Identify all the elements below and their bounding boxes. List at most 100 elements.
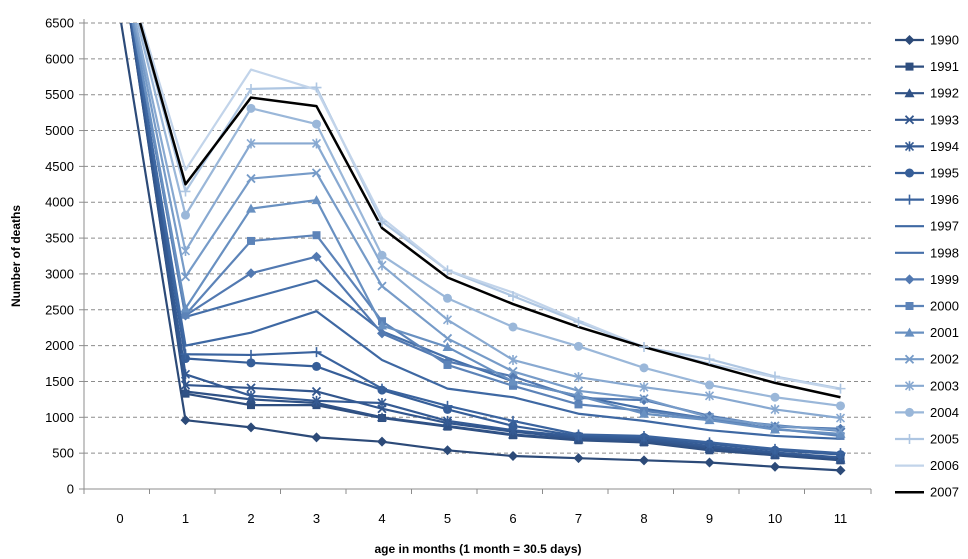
data-point [246, 138, 256, 149]
data-point [904, 380, 915, 391]
legend-item-2001: 2001 [895, 325, 959, 340]
data-point [377, 281, 387, 291]
data-point [311, 347, 322, 358]
x-tick-label: 7 [575, 511, 582, 526]
data-point [835, 448, 846, 459]
data-point [442, 265, 453, 276]
data-point [574, 341, 583, 351]
y-tick-label: 6000 [45, 51, 74, 66]
data-point [311, 138, 322, 149]
series-line-2004 [136, 23, 841, 407]
data-point [181, 310, 190, 319]
data-point [905, 302, 914, 310]
series-line-1995 [130, 23, 841, 456]
x-tick-label: 11 [834, 511, 848, 526]
data-point [377, 436, 387, 447]
data-point [705, 380, 714, 390]
x-tick-label: 3 [313, 511, 320, 526]
data-point [639, 394, 649, 404]
y-tick-label: 3000 [45, 266, 74, 281]
legend-label: 1990 [930, 33, 959, 48]
data-point [377, 250, 387, 260]
data-point [704, 354, 715, 365]
x-tick-labels: 0 1 2 3 4 5 6 7 8 9 10 11 [116, 511, 847, 526]
data-point [573, 429, 584, 440]
data-point [180, 380, 191, 390]
series-line-1993 [129, 23, 841, 460]
data-point [180, 303, 191, 313]
legend-label: 2007 [930, 485, 959, 500]
data-point [904, 88, 915, 98]
data-point [246, 422, 256, 433]
data-point [704, 437, 715, 448]
data-point [770, 443, 780, 454]
data-point [835, 428, 846, 438]
legend-label: 2006 [930, 458, 959, 473]
series-markers-1999 [180, 251, 846, 434]
legend: 1990 1991 1992 1993 1994 1995 1996 1997 1998 1999… [895, 33, 959, 500]
data-point [377, 320, 387, 330]
y-tick-label: 2500 [45, 302, 74, 317]
data-point [442, 400, 453, 411]
x-tick-label: 9 [706, 511, 713, 526]
data-point [835, 383, 846, 394]
data-point [377, 328, 387, 339]
series-line-2003 [134, 23, 841, 420]
data-point [246, 103, 256, 113]
data-point [573, 390, 584, 400]
data-point [508, 421, 518, 431]
series-group [120, 23, 841, 472]
series-markers-2003 [180, 138, 846, 424]
legend-item-1998: 1998 [895, 245, 959, 260]
data-point [835, 423, 846, 434]
series-markers-2004 [181, 103, 845, 411]
y-axis-title: Number of deaths [9, 205, 23, 307]
legend-item-2005: 2005 [895, 432, 959, 447]
data-point [246, 358, 256, 368]
x-tick-label: 10 [768, 511, 782, 526]
data-point [904, 327, 915, 337]
y-tick-label: 0 [67, 482, 74, 497]
data-point [573, 372, 584, 383]
series-line-2006 [140, 23, 841, 391]
data-point [442, 445, 453, 456]
legend-label: 1994 [930, 139, 959, 154]
data-point [835, 413, 846, 424]
legend-item-2004: 2004 [895, 405, 959, 420]
series-line-2005 [138, 23, 841, 390]
data-point [508, 366, 518, 377]
data-point [377, 412, 387, 422]
data-point [180, 369, 191, 380]
x-axis-title: age in months (1 month = 30.5 days) [374, 542, 581, 556]
legend-label: 1997 [930, 219, 959, 234]
x-tick-label: 6 [509, 511, 516, 526]
data-point [770, 424, 780, 434]
series-markers-2002 [180, 168, 846, 435]
data-point [180, 415, 191, 426]
x-tick-label: 1 [182, 511, 189, 526]
data-point [770, 461, 780, 472]
data-point [442, 415, 453, 426]
data-point [639, 430, 649, 441]
series-line-1990 [120, 23, 841, 472]
data-point [770, 392, 780, 402]
legend-item-2000: 2000 [895, 299, 959, 314]
data-point [770, 421, 780, 431]
legend-item-1997: 1997 [895, 219, 959, 234]
legend-item-1999: 1999 [895, 272, 959, 287]
legend-label: 2004 [930, 405, 959, 420]
data-point [311, 168, 322, 178]
legend-label: 2002 [930, 352, 959, 367]
data-point [639, 382, 649, 393]
legend-item-1994: 1994 [895, 139, 959, 154]
data-point [574, 400, 583, 409]
legend-label: 2000 [930, 299, 959, 314]
data-point [639, 455, 649, 466]
data-point [246, 173, 256, 184]
data-point [377, 397, 387, 408]
data-point [573, 386, 584, 396]
data-point [443, 360, 452, 369]
data-point [508, 322, 518, 332]
y-tick-label: 5000 [45, 123, 74, 138]
series-line-2001 [132, 23, 841, 435]
